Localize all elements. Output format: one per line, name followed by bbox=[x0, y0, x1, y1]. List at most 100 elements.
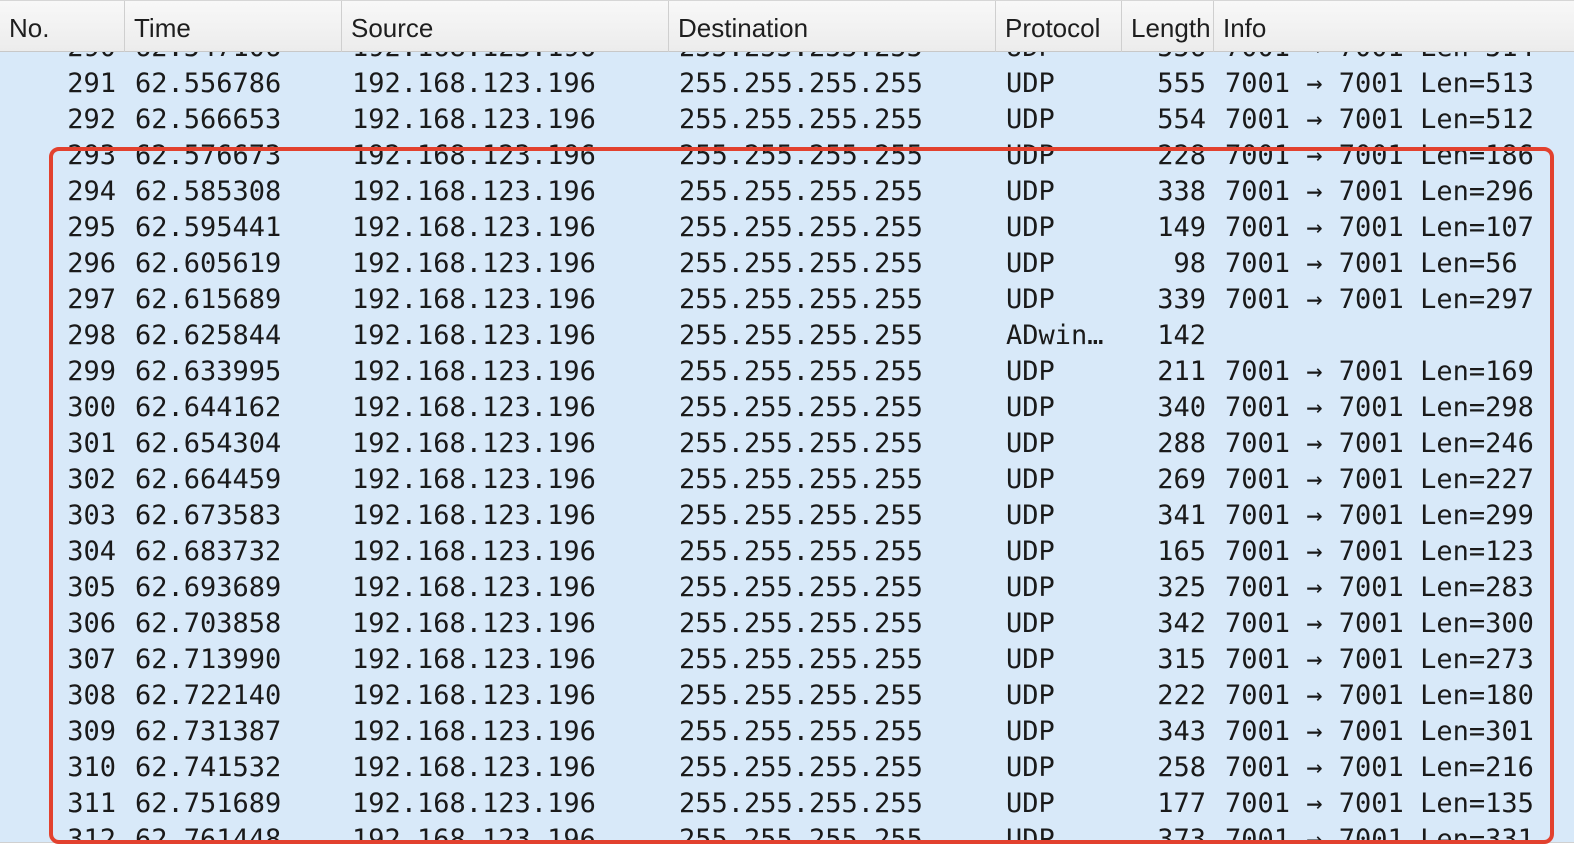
packet-row[interactable]: 294 62.585308 192.168.123.196 255.255.255.2… bbox=[0, 174, 1574, 210]
packet-no: 291 bbox=[67, 68, 116, 99]
column-header-destination[interactable]: Destination bbox=[669, 1, 996, 53]
packet-destination: 255.255.255.255 bbox=[679, 284, 923, 315]
packet-no: 306 bbox=[67, 608, 116, 639]
packet-info: 7001 → 7001 Len=331 bbox=[1225, 824, 1534, 842]
packet-destination: 255.255.255.255 bbox=[679, 680, 923, 711]
packet-source: 192.168.123.196 bbox=[352, 52, 596, 66]
packet-source: 192.168.123.196 bbox=[352, 608, 596, 639]
packet-length: 556 bbox=[1122, 52, 1206, 66]
packet-time: 62.625844 bbox=[135, 320, 282, 351]
column-header-no[interactable]: No. bbox=[0, 1, 125, 53]
packet-protocol: UDP bbox=[1006, 716, 1055, 747]
packet-time: 62.585308 bbox=[135, 176, 282, 207]
packet-time: 62.566653 bbox=[135, 104, 282, 135]
packet-row[interactable]: 305 62.693689 192.168.123.196 255.255.255.2… bbox=[0, 570, 1574, 606]
packet-no: 297 bbox=[67, 284, 116, 315]
packet-row[interactable]: 298 62.625844 192.168.123.196 255.255.255.2… bbox=[0, 318, 1574, 354]
packet-destination: 255.255.255.255 bbox=[679, 140, 923, 171]
packet-row[interactable]: 299 62.633995 192.168.123.196 255.255.255.2… bbox=[0, 354, 1574, 390]
packet-length: 288 bbox=[1157, 428, 1206, 459]
packet-time: 62.605619 bbox=[135, 248, 282, 279]
column-header-protocol[interactable]: Protocol bbox=[996, 1, 1122, 53]
packet-destination: 255.255.255.255 bbox=[679, 752, 923, 783]
packet-source: 192.168.123.196 bbox=[352, 680, 596, 711]
packet-no: 301 bbox=[67, 428, 116, 459]
packet-destination: 255.255.255.255 bbox=[679, 644, 923, 675]
packet-no: 308 bbox=[67, 680, 116, 711]
packet-row[interactable]: 309 62.731387 192.168.123.196 255.255.255.2… bbox=[0, 714, 1574, 750]
packet-no: 303 bbox=[67, 500, 116, 531]
packet-time: 62.576673 bbox=[135, 140, 282, 171]
packet-row[interactable]: 312 62.761448 192.168.123.196 255.255.255.2… bbox=[0, 822, 1574, 842]
packet-destination: 255.255.255.255 bbox=[679, 176, 923, 207]
packet-row[interactable]: 293 62.576673 192.168.123.196 255.255.255.2… bbox=[0, 138, 1574, 174]
packet-info: 7001 → 7001 Len=283 bbox=[1225, 572, 1534, 603]
packet-length: 342 bbox=[1157, 608, 1206, 639]
packet-source: 192.168.123.196 bbox=[352, 464, 596, 495]
column-header-source[interactable]: Source bbox=[342, 1, 669, 53]
packet-protocol: UDP bbox=[1006, 52, 1055, 66]
packet-time: 62.761448 bbox=[135, 824, 282, 842]
packet-length: 149 bbox=[1157, 212, 1206, 243]
packet-time: 62.664459 bbox=[135, 464, 282, 495]
packet-no: 294 bbox=[67, 176, 116, 207]
column-header-info[interactable]: Info bbox=[1223, 13, 1267, 43]
packet-protocol: UDP bbox=[1006, 356, 1055, 387]
packet-protocol: ADwin… bbox=[1006, 320, 1104, 351]
packet-time: 62.722140 bbox=[135, 680, 282, 711]
packet-protocol: UDP bbox=[1006, 284, 1055, 315]
packet-info: 7001 → 7001 Len=123 bbox=[1225, 536, 1534, 567]
packet-row[interactable]: 300 62.644162 192.168.123.196 255.255.255.2… bbox=[0, 390, 1574, 426]
packet-row[interactable]: 296 62.605619 192.168.123.196 255.255.255.2… bbox=[0, 246, 1574, 282]
packet-row[interactable]: 304 62.683732 192.168.123.196 255.255.255.2… bbox=[0, 534, 1574, 570]
packet-protocol: UDP bbox=[1006, 608, 1055, 639]
packet-row[interactable]: 310 62.741532 192.168.123.196 255.255.255.2… bbox=[0, 750, 1574, 786]
packet-row[interactable]: 292 62.566653 192.168.123.196 255.255.255.2… bbox=[0, 102, 1574, 138]
packet-row[interactable]: 302 62.664459 192.168.123.196 255.255.255.2… bbox=[0, 462, 1574, 498]
column-header-time[interactable]: Time bbox=[125, 1, 342, 53]
packet-protocol: UDP bbox=[1006, 212, 1055, 243]
packet-row[interactable]: 303 62.673583 192.168.123.196 255.255.255.2… bbox=[0, 498, 1574, 534]
packet-row[interactable]: 311 62.751689 192.168.123.196 255.255.255.2… bbox=[0, 786, 1574, 822]
packet-time: 62.644162 bbox=[135, 392, 282, 423]
packet-destination: 255.255.255.255 bbox=[679, 788, 923, 819]
packet-row[interactable]: 295 62.595441 192.168.123.196 255.255.255.2… bbox=[0, 210, 1574, 246]
packet-length: 177 bbox=[1157, 788, 1206, 819]
packet-length: 338 bbox=[1157, 176, 1206, 207]
packet-destination: 255.255.255.255 bbox=[679, 500, 923, 531]
column-header-length[interactable]: Length bbox=[1122, 1, 1214, 53]
packet-row[interactable]: 291 62.556786 192.168.123.196 255.255.255.2… bbox=[0, 66, 1574, 102]
packet-destination: 255.255.255.255 bbox=[679, 68, 923, 99]
packet-no: 295 bbox=[67, 212, 116, 243]
packet-info: 7001 → 7001 Len=300 bbox=[1225, 608, 1534, 639]
packet-source: 192.168.123.196 bbox=[352, 500, 596, 531]
packet-no: 299 bbox=[67, 356, 116, 387]
packet-row[interactable]: 290 62.547106 192.168.123.196 255.255.255.2… bbox=[0, 52, 1574, 66]
packet-time: 62.751689 bbox=[135, 788, 282, 819]
packet-info: 7001 → 7001 Len=296 bbox=[1225, 176, 1534, 207]
packet-row[interactable]: 306 62.703858 192.168.123.196 255.255.255.2… bbox=[0, 606, 1574, 642]
packet-length: 325 bbox=[1157, 572, 1206, 603]
packet-time: 62.633995 bbox=[135, 356, 282, 387]
packet-row[interactable]: 297 62.615689 192.168.123.196 255.255.255.2… bbox=[0, 282, 1574, 318]
packet-info: 7001 → 7001 Len=216 bbox=[1225, 752, 1534, 783]
packet-time: 62.683732 bbox=[135, 536, 282, 567]
packet-source: 192.168.123.196 bbox=[352, 644, 596, 675]
packet-info: 7001 → 7001 Len=107 bbox=[1225, 212, 1534, 243]
packet-no: 302 bbox=[67, 464, 116, 495]
packet-list[interactable]: 290 62.547106 192.168.123.196 255.255.255.2… bbox=[0, 52, 1574, 842]
packet-list-bottom-border bbox=[0, 842, 1574, 852]
packet-info: 7001 → 7001 Len=514 bbox=[1225, 52, 1534, 66]
packet-row[interactable]: 307 62.713990 192.168.123.196 255.255.255.2… bbox=[0, 642, 1574, 678]
packet-info: 7001 → 7001 Len=301 bbox=[1225, 716, 1534, 747]
packet-row[interactable]: 308 62.722140 192.168.123.196 255.255.255.2… bbox=[0, 678, 1574, 714]
packet-protocol: UDP bbox=[1006, 176, 1055, 207]
packet-source: 192.168.123.196 bbox=[352, 140, 596, 171]
packet-no: 307 bbox=[67, 644, 116, 675]
packet-length: 341 bbox=[1157, 500, 1206, 531]
packet-row[interactable]: 301 62.654304 192.168.123.196 255.255.255.2… bbox=[0, 426, 1574, 462]
packet-source: 192.168.123.196 bbox=[352, 104, 596, 135]
packet-time: 62.741532 bbox=[135, 752, 282, 783]
packet-info: 7001 → 7001 Len=246 bbox=[1225, 428, 1534, 459]
packet-info: 7001 → 7001 Len=180 bbox=[1225, 680, 1534, 711]
